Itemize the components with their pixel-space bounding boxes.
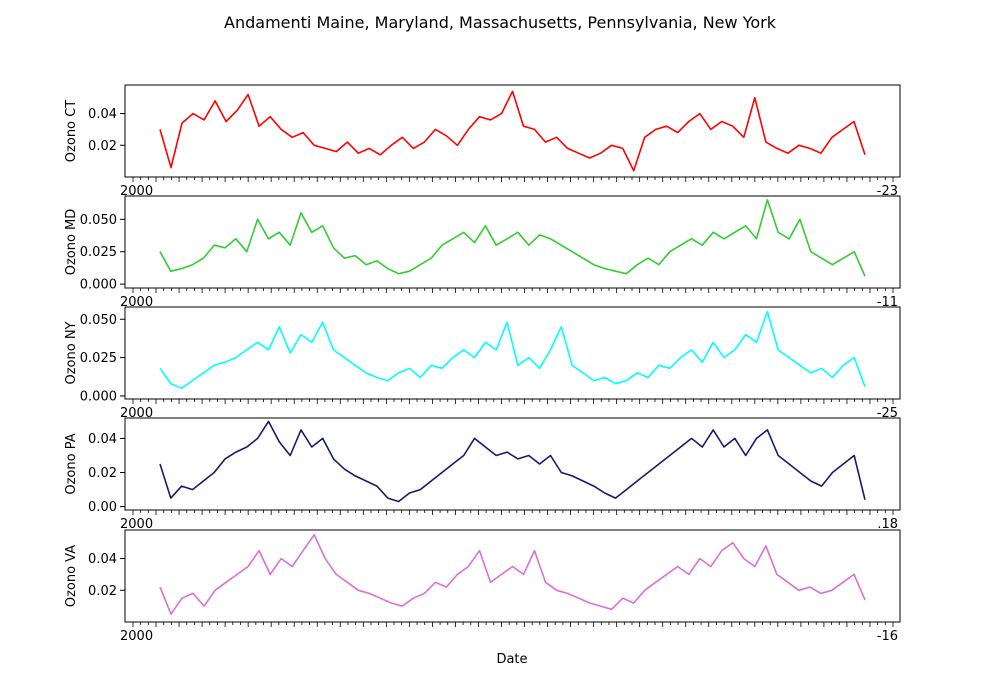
axes-frame (124, 529, 901, 623)
x-tick-label-first: 2000 (120, 629, 153, 644)
x-tick-label-last: -23 (877, 184, 898, 199)
y-axis-label: Ozono NY (64, 321, 79, 384)
axes-frame (124, 84, 901, 178)
series-line (159, 90, 866, 172)
y-tick-label: 0.025 (80, 245, 117, 260)
y-tick-label: 0.050 (80, 313, 117, 328)
x-axis-label: Date (496, 652, 527, 667)
x-tick-label-first: 2000 (120, 295, 153, 310)
y-tick-label: 0.02 (88, 466, 117, 481)
x-tick-label-last: -25 (877, 406, 898, 421)
y-axis-label: Ozono VA (64, 545, 79, 607)
y-tick-label: 0.04 (88, 432, 117, 447)
y-tick-label: 0.02 (88, 139, 117, 154)
axes-frame (124, 306, 901, 400)
x-tick-marks (132, 177, 894, 182)
series-line (159, 533, 866, 615)
figure-title: Andamenti Maine, Maryland, Massachusetts… (224, 13, 777, 32)
y-tick-label: 0.00 (88, 500, 117, 515)
series-line (159, 310, 866, 390)
x-tick-marks (132, 399, 894, 404)
axes-frame (124, 417, 901, 511)
y-axis-label: Ozono CT (64, 100, 79, 162)
subplot-4: 0.00 0.02 0.04 Ozono PA 2000 .18 (64, 417, 901, 532)
y-tick-label: 0.02 (88, 584, 117, 599)
y-axis-label: Ozono MD (64, 209, 79, 276)
x-tick-marks (132, 622, 894, 627)
y-tick-label: 0.04 (88, 107, 117, 122)
x-tick-marks (132, 510, 894, 515)
series-line (159, 199, 866, 277)
subplot-1: 0.02 0.04 Ozono CT 2000 -23 (64, 84, 901, 199)
x-tick-label-first: 2000 (120, 517, 153, 532)
x-tick-label-last: .18 (877, 517, 898, 532)
x-tick-label-first: 2000 (120, 184, 153, 199)
y-tick-label: 0.04 (88, 552, 117, 567)
series-line (159, 420, 866, 503)
axes-frame (124, 195, 901, 289)
y-tick-label: 0.050 (80, 213, 117, 228)
x-tick-label-first: 2000 (120, 406, 153, 421)
x-tick-label-last: -16 (877, 629, 898, 644)
y-tick-label: 0.000 (80, 278, 117, 293)
x-tick-label-last: -11 (877, 295, 898, 310)
y-tick-label: 0.025 (80, 351, 117, 366)
y-axis-label: Ozono PA (64, 433, 79, 494)
x-tick-marks (132, 288, 894, 293)
y-tick-label: 0.000 (80, 389, 117, 404)
subplot-5: 0.02 0.04 Ozono VA 2000 -16 (64, 529, 901, 644)
